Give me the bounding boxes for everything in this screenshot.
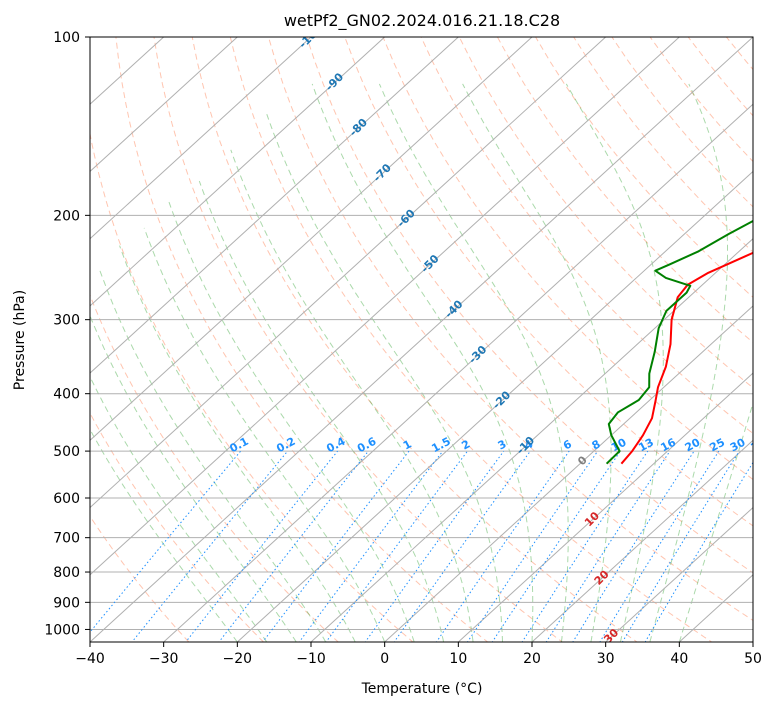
mixing-ratio-line: [599, 450, 720, 642]
moist-adiabat-line: [90, 428, 238, 642]
mixing-ratio-line: [644, 461, 753, 642]
mixing-ratio-line: [545, 450, 671, 642]
isotherm-line: [90, 37, 753, 642]
mixing-ratio-line: [491, 450, 621, 642]
isotherm-line: [90, 37, 386, 307]
y-tick-label: 300: [53, 313, 80, 329]
isotherm-line: [90, 37, 239, 173]
x-tick-label: −40: [75, 651, 105, 667]
moist-adiabat-line: [378, 83, 569, 642]
y-tick-label: 900: [53, 595, 80, 611]
mixing-ratio-label: 13: [636, 436, 656, 455]
mixing-ratio-label: 20: [683, 436, 703, 455]
mixing-ratio-line: [298, 450, 444, 642]
isotherm-line: [162, 103, 753, 642]
dry-adiabat-line: [191, 37, 638, 642]
moist-adiabat-line: [90, 375, 268, 642]
mixing-ratio-label: 16: [658, 436, 678, 455]
mixing-ratio-line: [466, 450, 599, 642]
x-tick-label: 20: [523, 651, 541, 667]
x-tick-label: −10: [296, 651, 326, 667]
dry-adiabat-line: [535, 37, 753, 298]
mixing-ratio-line: [435, 450, 570, 642]
y-tick-label: 700: [53, 531, 80, 547]
moist-adiabat-line: [462, 83, 612, 642]
y-tick-label: 600: [53, 491, 80, 507]
mixing-ratio-line: [364, 450, 505, 642]
x-tick-label: −30: [149, 651, 179, 667]
y-axis-label: Pressure (hPa): [12, 290, 28, 390]
y-tick-label: 1000: [44, 622, 80, 638]
dry-adiabat-line: [90, 412, 265, 642]
axes-layer: −40 −30 −20 −10 0 10 20 30 40 50 100 200 300 400 500 60…: [44, 30, 762, 667]
mixing-ratio-label: 25: [707, 436, 727, 455]
y-tick-label: 800: [53, 565, 80, 581]
x-tick-label: −20: [223, 651, 253, 667]
y-tick-label: 400: [53, 387, 80, 403]
isotherm-line: [90, 37, 533, 442]
moist-adiabat-line: [168, 201, 415, 642]
x-tick-label: 50: [744, 651, 762, 667]
isotherm-line: [531, 439, 753, 642]
chart-title: wetPf2_GN02.2024.016.21.18.C28: [284, 11, 560, 31]
x-axis-label: Temperature (°C): [361, 681, 483, 697]
isotherm-line: [604, 506, 753, 642]
moist-adiabat-line: [565, 83, 664, 642]
dry-adiabat-line: [115, 37, 489, 642]
isotherm-line: [236, 170, 753, 642]
isotherm-line: [457, 372, 753, 642]
moist-adiabat-line: [266, 114, 503, 642]
mixing-ratio-line: [521, 450, 649, 642]
moist-adiabat-line: [98, 267, 327, 642]
y-tick-label: 100: [53, 30, 80, 46]
temperature-profile-line: [620, 251, 753, 465]
dry-adiabat-line: [90, 293, 339, 642]
dry-adiabat-line: [306, 37, 753, 574]
x-tick-label: 0: [380, 651, 389, 667]
x-tick-label: 10: [449, 651, 467, 667]
moist-adiabat-line: [678, 401, 753, 642]
moist-adiabat-line: [649, 83, 728, 642]
dry-adiabat-line: [90, 131, 414, 642]
dry-adiabat-line: [268, 37, 753, 622]
moist-adiabat-line: [311, 83, 534, 642]
isotherm-line: [90, 37, 607, 509]
moist-adiabat-line: [198, 180, 445, 642]
isotherm-line: [310, 237, 753, 642]
moist-adiabat-line: [90, 314, 297, 642]
plot-frame: [89, 36, 754, 643]
y-tick-label: 200: [53, 208, 80, 224]
isotherm-line: [90, 37, 460, 374]
x-tick-label: 30: [597, 651, 615, 667]
isotherm-line: [383, 305, 753, 642]
x-tick-label: 40: [670, 651, 688, 667]
mixing-ratio-line: [572, 450, 695, 642]
mixing-ratio-line: [131, 450, 288, 642]
isotherm-line: [90, 37, 681, 576]
isotherm-line: [90, 37, 312, 240]
dry-adiabat-line: [229, 37, 713, 642]
dry-adiabat-line: [344, 37, 753, 527]
dewpoint-profile-line: [605, 219, 753, 465]
moist-adiabat-line: [119, 245, 356, 642]
mixing-ratio-label: 30: [728, 436, 748, 455]
y-tick-label: 500: [53, 444, 80, 460]
mixing-ratio-line: [90, 450, 242, 633]
mixing-ratio-line: [393, 450, 531, 642]
mixing-ratio-line: [262, 450, 410, 642]
mixing-ratio-label: 36: [749, 436, 769, 455]
mixing-ratio-line: [621, 450, 740, 642]
